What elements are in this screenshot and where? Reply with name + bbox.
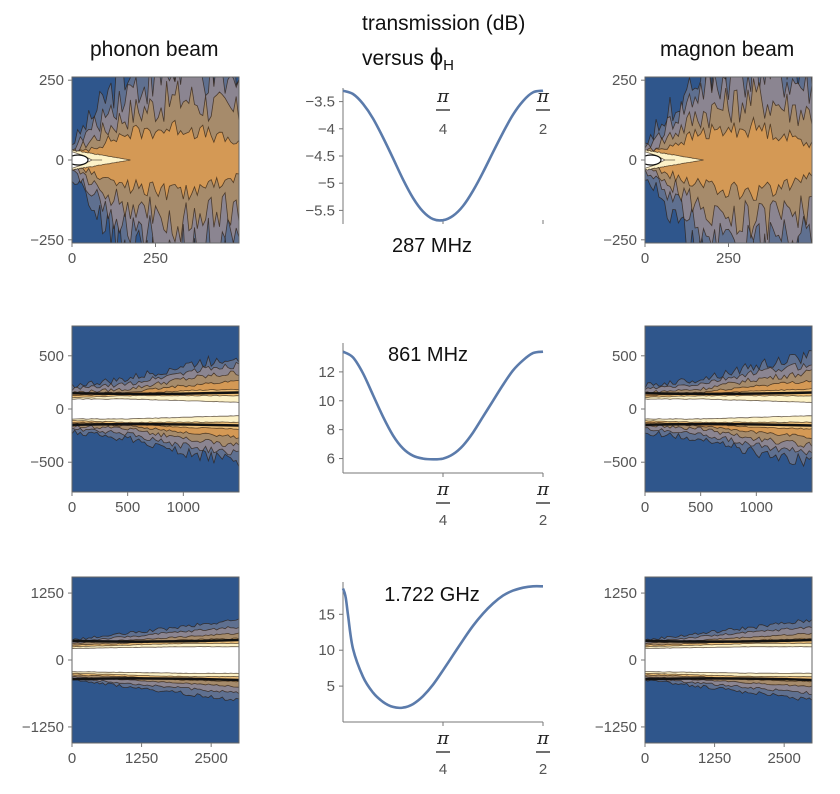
- x-tick-label: 1250: [125, 750, 158, 767]
- x-tick-label: 2500: [194, 750, 227, 767]
- beam-source: [72, 154, 89, 166]
- transmission-plot-row1: −3.5 −4 −4.5 −5 −5.5 π 4 π 2 287 MHz: [305, 86, 550, 257]
- x-tick-label: 0: [68, 750, 76, 767]
- heatmap-phonon-beam-row2: 500 0 −500 0 500 1000: [30, 325, 240, 516]
- x-tick-numerator: π: [436, 86, 450, 107]
- beam-edge: [72, 638, 239, 643]
- contour-level: [72, 398, 239, 420]
- y-tick-label: 500: [612, 348, 637, 365]
- x-tick-label: 0: [641, 499, 649, 516]
- y-tick-label: 0: [629, 652, 637, 669]
- x-tick-denominator: 2: [539, 512, 547, 529]
- y-tick-label: −4.5: [305, 148, 335, 165]
- y-tick-label: 0: [629, 401, 637, 418]
- y-tick-label: 250: [612, 72, 637, 89]
- y-tick-label: 250: [39, 72, 64, 89]
- y-tick-label: 5: [327, 678, 335, 695]
- phi-subscript: H: [443, 57, 454, 75]
- x-tick-label: 250: [143, 250, 168, 267]
- x-tick-denominator: 4: [439, 512, 447, 529]
- y-tick-label: 0: [629, 152, 637, 169]
- y-tick-label: 10: [318, 642, 335, 659]
- x-tick-label: 0: [68, 250, 76, 267]
- frequency-label: 1.722 GHz: [384, 584, 480, 606]
- x-tick-denominator: 2: [539, 121, 547, 138]
- y-tick-label: −5.5: [305, 202, 335, 219]
- transmission-curve: [341, 584, 544, 710]
- y-tick-label: −1250: [595, 719, 637, 736]
- transmission-plot-row3: 15 10 5 π 4 π 2 1.722 GHz: [318, 582, 550, 778]
- y-tick-label: −500: [30, 454, 64, 471]
- frequency-label: 287 MHz: [392, 235, 472, 257]
- heatmap-magnon-beam-row1: 2500−2500 250: [603, 72, 813, 267]
- phi-symbol: ϕ: [429, 44, 444, 71]
- x-tick-numerator: π: [436, 479, 450, 500]
- y-tick-label: 8: [327, 422, 335, 439]
- x-tick-numerator: π: [536, 86, 550, 107]
- x-tick-label: 2500: [767, 750, 800, 767]
- contour-level: [645, 398, 812, 420]
- x-tick-numerator: π: [536, 728, 550, 749]
- x-tick-denominator: 2: [539, 761, 547, 778]
- x-tick-label: 1250: [698, 750, 731, 767]
- beam-edge: [645, 391, 812, 396]
- beam-edge: [645, 677, 812, 682]
- beam-edge: [645, 422, 812, 427]
- contour-level: [72, 646, 239, 674]
- y-tick-label: 10: [318, 393, 335, 410]
- x-tick-label: 0: [641, 250, 649, 267]
- y-tick-label: 1250: [604, 585, 637, 602]
- transmission-header: transmission (dB): [362, 12, 526, 35]
- versus-header: versus ϕH: [362, 44, 454, 74]
- heatmap-phonon-beam-row1: 2500−2500 250: [30, 72, 240, 267]
- beam-edge: [72, 422, 239, 427]
- y-tick-label: −5: [318, 175, 335, 192]
- magnon-beam-header: magnon beam: [660, 38, 795, 61]
- y-tick-label: 6: [327, 451, 335, 468]
- y-tick-label: 12: [318, 364, 335, 381]
- y-tick-label: −500: [603, 454, 637, 471]
- heatmap-magnon-beam-row2: 500 0 −500 0 500 1000: [603, 325, 813, 516]
- x-tick-label: 500: [688, 499, 713, 516]
- y-tick-label: 0: [56, 152, 64, 169]
- contour-level: [72, 119, 239, 201]
- beam-edge: [72, 391, 239, 396]
- x-tick-label: 500: [115, 499, 140, 516]
- beam-edge: [72, 677, 239, 682]
- contour-level: [645, 646, 812, 674]
- y-tick-label: −250: [603, 232, 637, 249]
- transmission-plot-row2: 12 10 8 6 π 4 π 2 861 MHz: [318, 343, 550, 529]
- y-tick-label: 15: [318, 606, 335, 623]
- beam-source: [645, 154, 662, 166]
- phonon-beam-header: phonon beam: [90, 38, 219, 61]
- contour-level: [645, 116, 812, 201]
- y-tick-label: 0: [56, 652, 64, 669]
- y-tick-label: 1250: [31, 585, 64, 602]
- y-tick-label: −3.5: [305, 94, 335, 111]
- transmission-curve: [342, 89, 544, 222]
- versus-label: versus: [362, 47, 430, 70]
- transmission-curve: [342, 350, 544, 461]
- x-tick-denominator: 4: [439, 761, 447, 778]
- y-tick-label: −250: [30, 232, 64, 249]
- y-tick-label: 0: [56, 401, 64, 418]
- x-tick-denominator: 4: [439, 121, 447, 138]
- x-tick-label: 1000: [740, 499, 773, 516]
- x-tick-label: 250: [716, 250, 741, 267]
- beam-edge: [645, 638, 812, 643]
- x-tick-label: 1000: [167, 499, 200, 516]
- x-tick-label: 0: [641, 750, 649, 767]
- frequency-label: 861 MHz: [388, 344, 468, 366]
- x-tick-numerator: π: [436, 728, 450, 749]
- y-tick-label: 500: [39, 348, 64, 365]
- x-tick-label: 0: [68, 499, 76, 516]
- y-tick-label: −1250: [22, 719, 64, 736]
- x-tick-numerator: π: [536, 479, 550, 500]
- y-tick-label: −4: [318, 121, 335, 138]
